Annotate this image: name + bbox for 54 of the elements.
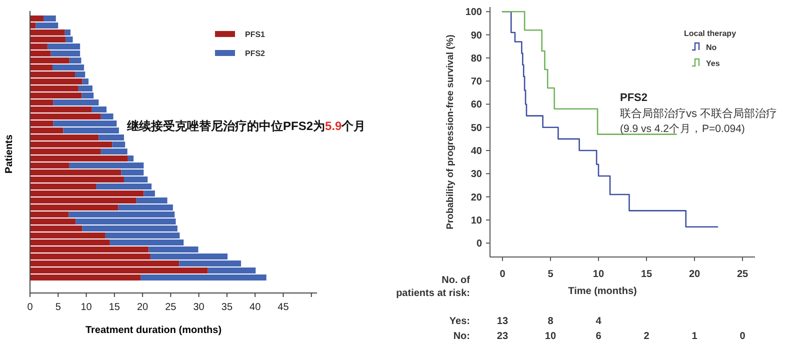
x-tick-label: 5 [55,302,62,313]
y-tick-label: 40 [470,146,482,158]
x-tick-label: 15 [108,302,120,313]
text: 10 [544,331,556,342]
text: 4 [596,316,602,327]
text: Yes: [449,316,470,327]
x-axis-title: Time (months) [568,286,637,297]
text: 23 [496,331,508,342]
text: 1 [692,331,698,342]
x-tick-label: 40 [250,302,262,313]
annotation: PFS2 [620,92,648,104]
y-tick-label: 10 [470,215,482,226]
legend-label: PFS1 [245,30,266,39]
text: 8 [548,316,554,327]
y-axis-title: Probability of progression-free survival (%) [445,34,456,230]
text: 5.9 [325,119,342,133]
legend-title: Local therapy [684,29,737,38]
x-tick-label: 0 [27,302,34,313]
x-tick-label: 45 [278,302,290,313]
x-tick-label: 10 [80,302,92,313]
annotation: (9.9 vs 4.2个月，P=0.094) [620,123,745,135]
x-tick-label: 35 [221,302,233,313]
y-tick-label: 90 [470,30,482,42]
text: 0 [740,331,746,342]
x-tick-label: 10 [592,269,604,280]
y-tick-label: 20 [470,192,482,204]
text: 13 [496,316,508,327]
annotation: 继续接受克唑替尼治疗的中位PFS2为 [126,119,326,133]
x-tick-label: 20 [136,302,149,313]
annotation: 联合局部治疗vs 不联合局部治疗 [620,107,778,120]
x-tick-label: 25 [165,302,177,313]
y-tick-label: 70 [470,76,482,88]
x-tick-label: 30 [193,302,205,313]
y-tick-label: 60 [470,100,482,111]
y-tick-label: 50 [470,122,482,134]
y-tick-label: 30 [470,169,482,180]
x-tick-label: 0 [500,269,506,280]
x-tick-label: 25 [736,269,749,280]
text: 6 [596,331,602,342]
legend-label: PFS2 [245,49,266,58]
legend-label: Yes [706,59,720,68]
text: 个月 [340,119,366,133]
x-tick-label: 15 [640,269,653,280]
text: 2 [644,331,650,342]
x-tick-label: 20 [688,269,701,280]
x-axis-title: Treatment duration (months) [85,325,222,336]
y-axis-title: Patients [4,134,15,174]
legend-label: No [706,43,717,52]
text: No: [453,331,470,342]
y-tick-label: 0 [476,238,482,250]
x-tick-label: 5 [548,269,554,280]
y-tick-label: 80 [470,53,482,64]
y-tick-label: 100 [465,7,482,18]
text: No. of patients at risk: [396,275,471,299]
